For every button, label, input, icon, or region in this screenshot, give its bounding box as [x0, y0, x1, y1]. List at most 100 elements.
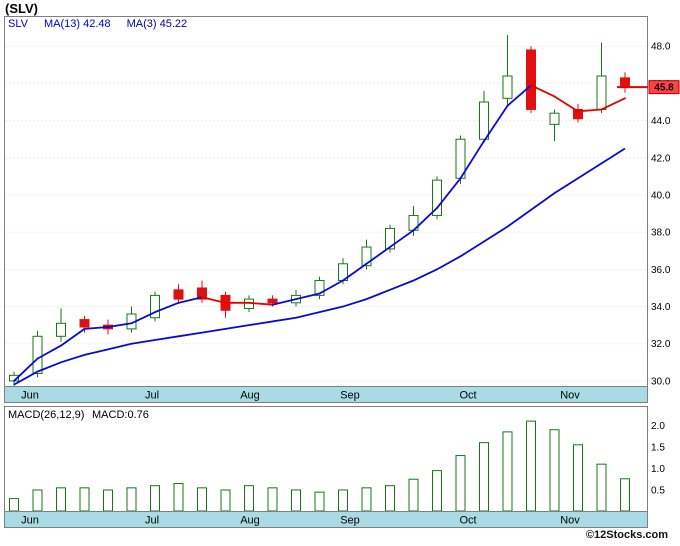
ma3-line-segment: [412, 207, 438, 232]
ma3-line-segment: [600, 97, 626, 111]
ma3-line-segment: [483, 104, 509, 142]
y-axis-label: 36.0: [651, 265, 671, 276]
month-label: Aug: [240, 515, 260, 527]
macd-bar: [56, 487, 66, 512]
candle-up: [502, 75, 513, 99]
ma3-line-segment: [13, 357, 39, 382]
ma3-line-segment: [130, 311, 156, 325]
price-panel: [4, 16, 648, 387]
macd-bar: [385, 485, 395, 512]
copyright-link[interactable]: ©12Stocks.com: [585, 529, 668, 541]
y-axis-label: 38.0: [651, 228, 671, 239]
candle-up: [432, 179, 442, 216]
macd-bar: [126, 487, 137, 512]
y-axis-label: 32.0: [651, 339, 671, 350]
ma3-line-segment: [177, 296, 203, 304]
candle-down: [79, 319, 90, 328]
candle-down: [173, 289, 184, 300]
macd-bar: [197, 487, 207, 512]
candle-up: [361, 246, 372, 267]
ma3-line-segment: [342, 262, 368, 282]
ma3-line-segment: [553, 95, 579, 113]
macd-bar: [549, 429, 560, 512]
y-axis-label: 1.0: [651, 464, 665, 475]
month-label: Jun: [21, 515, 39, 527]
ma3-line-segment: [60, 327, 86, 347]
macd-bar: [173, 483, 184, 512]
month-label: Sep: [340, 390, 360, 402]
candle-down: [267, 298, 278, 304]
macd-bar: [361, 487, 372, 512]
ma3-line-segment: [36, 344, 62, 360]
macd-bar: [244, 485, 254, 512]
y-axis-label: 40.0: [651, 190, 671, 201]
macd-bar: [314, 491, 325, 512]
candle-up: [314, 280, 325, 296]
month-label: Nov: [560, 515, 580, 527]
price-chart: JunJulAugSepOctNov48.046.044.042.040.038…: [4, 16, 680, 403]
macd-bar: [620, 478, 630, 512]
ma3-line-segment: [295, 292, 321, 301]
candle-up: [32, 335, 43, 374]
y-axis-label: 48.0: [651, 42, 671, 53]
candle-up: [479, 101, 489, 140]
macd-bar: [596, 463, 607, 512]
y-axis-label: 1.5: [651, 442, 665, 453]
macd-bar: [291, 489, 301, 512]
ma3-line-segment: [154, 301, 180, 314]
macd-bar: [9, 498, 19, 512]
macd-label: MACD(26,12,9): [8, 409, 84, 421]
month-label: Oct: [459, 390, 476, 402]
candle-down: [197, 287, 207, 300]
ma3-line-segment: [436, 177, 462, 209]
macd-bar: [220, 489, 231, 512]
ma3-line-segment: [506, 84, 532, 107]
macd-bar: [150, 485, 160, 512]
page-title: (SLV): [5, 1, 38, 16]
y-axis-label: 30.0: [651, 376, 671, 387]
candle-up: [385, 227, 395, 250]
ma3-line-segment: [577, 108, 603, 113]
y-axis-label: 44.0: [651, 116, 671, 127]
month-label: Aug: [240, 390, 260, 402]
macd-bar: [526, 420, 536, 512]
ma3-line-segment: [318, 279, 344, 295]
y-axis-label: 2.0: [651, 421, 665, 432]
ma3-line-segment: [365, 246, 391, 265]
candle-up: [150, 294, 160, 319]
macd-bar: [338, 489, 348, 512]
macd-bar: [103, 489, 113, 512]
month-label: Oct: [459, 515, 476, 527]
macd-bar: [502, 431, 513, 512]
month-axis-band: [4, 386, 648, 403]
month-label: Nov: [560, 390, 580, 402]
candle-down: [573, 108, 583, 120]
last-price-label: 45.8: [654, 83, 674, 94]
ma3-line-segment: [248, 301, 274, 306]
macd-value: MACD:0.76: [92, 409, 149, 421]
macd-bar: [408, 478, 419, 512]
candle-down: [526, 49, 536, 110]
macd-bar: [267, 487, 278, 512]
ma3-line-segment: [83, 326, 109, 330]
y-axis-label: 0.5: [651, 485, 665, 496]
macd-bar: [79, 487, 90, 512]
month-label: Jul: [145, 515, 159, 527]
ma3-line-segment: [459, 140, 485, 180]
macd-bar: [573, 444, 583, 512]
macd-bar: [432, 470, 442, 512]
ma3-line-segment: [201, 296, 227, 304]
y-axis-label: 42.0: [651, 153, 671, 164]
ma3-line-segment: [107, 322, 133, 328]
candle-up: [549, 112, 560, 125]
y-axis-label: 34.0: [651, 302, 671, 313]
month-label: Sep: [340, 515, 360, 527]
month-label: Jul: [145, 390, 159, 402]
month-axis-band: [4, 511, 648, 528]
macd-bar: [479, 442, 489, 512]
ma13-line: [13, 147, 626, 386]
macd-bar: [455, 455, 466, 512]
candle-up: [56, 322, 66, 337]
candle-up: [596, 75, 607, 110]
